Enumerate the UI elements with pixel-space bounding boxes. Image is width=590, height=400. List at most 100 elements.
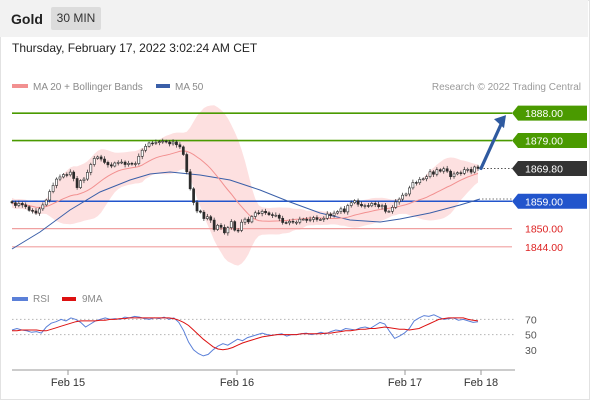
candle-body [418,179,422,184]
candle-body [456,172,459,175]
candle-body [363,205,367,207]
candle-body [164,140,168,143]
candle-body [346,205,350,213]
candle-body [24,204,28,208]
rsi-legend-label: RSI [33,294,50,305]
candle-body [305,218,309,221]
candle-body [284,222,288,224]
candle-body [473,166,476,173]
candle-body [390,207,394,212]
candle-body [137,156,141,164]
candle-body [51,185,55,192]
candle-body [34,210,38,214]
candle-body [380,205,384,208]
candle-body [432,171,435,175]
candle-body [133,163,137,165]
timeframe-badge[interactable]: 30 MIN [51,7,101,30]
candle-body [370,203,374,207]
candle-body [223,227,226,234]
candle-body [384,205,387,212]
candle-body [123,161,127,165]
header-bar: Gold 30 MIN [0,0,588,37]
candle-body [27,206,31,211]
candle-body [168,141,171,145]
candle-body [336,211,339,214]
candle-body [466,169,470,171]
candle-body [233,221,237,231]
time-axis: Feb 15 Feb 16 Feb 17 Feb 18 [12,369,515,389]
candle-body [411,182,415,189]
candle-body [212,219,216,230]
ma20-legend-swatch [12,84,28,88]
candle-body [38,208,41,214]
rsi-legend-swatch [12,297,28,301]
candle-body [55,178,58,186]
candle-body [394,201,398,208]
price-plot: 1888.00 1879.00 1869.80 1859.00 1850.00 1844.… [10,105,587,266]
candle-body [250,216,254,223]
candle-body [236,229,240,232]
candle-body [17,203,21,206]
candle-body [147,142,151,147]
candle-body [195,202,199,212]
candle-body [130,162,134,165]
candle-body [157,141,161,143]
time-tick-label: Feb 17 [388,377,422,389]
candle-body [438,169,442,172]
candle-body [171,141,175,145]
candle-body [188,171,192,190]
candle-body [459,172,463,174]
candle-body [120,161,124,164]
candle-body [329,213,333,216]
candle-body [267,212,271,215]
candle-body [332,212,336,216]
level-label-1869.80: 1869.80 [525,163,563,175]
candle-body [260,210,264,214]
candle-body [277,214,281,219]
candle-body [92,158,96,165]
candle-body [271,214,274,216]
candle-body [339,208,343,212]
candle-body [72,171,76,179]
rsi-series-9MA [12,317,479,351]
candle-body [274,214,278,217]
candle-body [58,176,62,180]
forecast-arrow-head [494,115,506,129]
candle-body [312,217,315,220]
ma20-legend-label: MA 20 + Bollinger Bands [33,82,143,93]
candle-body [247,218,250,223]
candle-body [449,170,452,177]
candle-body [79,180,82,188]
candle-body [476,166,480,169]
candle-body [356,200,360,205]
candle-body [325,213,329,219]
candle-body [298,218,302,223]
candle-body [408,187,411,195]
candle-body [281,217,285,223]
candle-body [65,174,69,176]
level-label-1888.00: 1888.00 [525,108,563,120]
candle-body [89,164,93,173]
candle-body [48,191,52,201]
candle-body [425,176,428,180]
candle-body [178,144,182,148]
candle-body [82,178,86,181]
candle-body [229,221,233,228]
candle-body [192,188,195,203]
candle-body [75,178,79,188]
candle-body [151,142,154,145]
rsi-tick-70: 70 [525,314,537,326]
time-tick-label: Feb 15 [51,377,85,389]
candle-body [421,178,425,180]
candle-body [469,169,473,173]
rsi-tick-30: 30 [525,345,537,357]
candle-body [291,221,295,223]
level-tag-1859.00 [512,193,587,209]
candle-body [202,211,206,219]
candle-body [322,217,326,220]
candle-body [185,154,189,173]
rsi-series-RSI [11,314,479,357]
level-label-1859.00: 1859.00 [525,196,563,208]
instrument-title: Gold [11,11,43,27]
ma50-legend-swatch [156,84,170,88]
